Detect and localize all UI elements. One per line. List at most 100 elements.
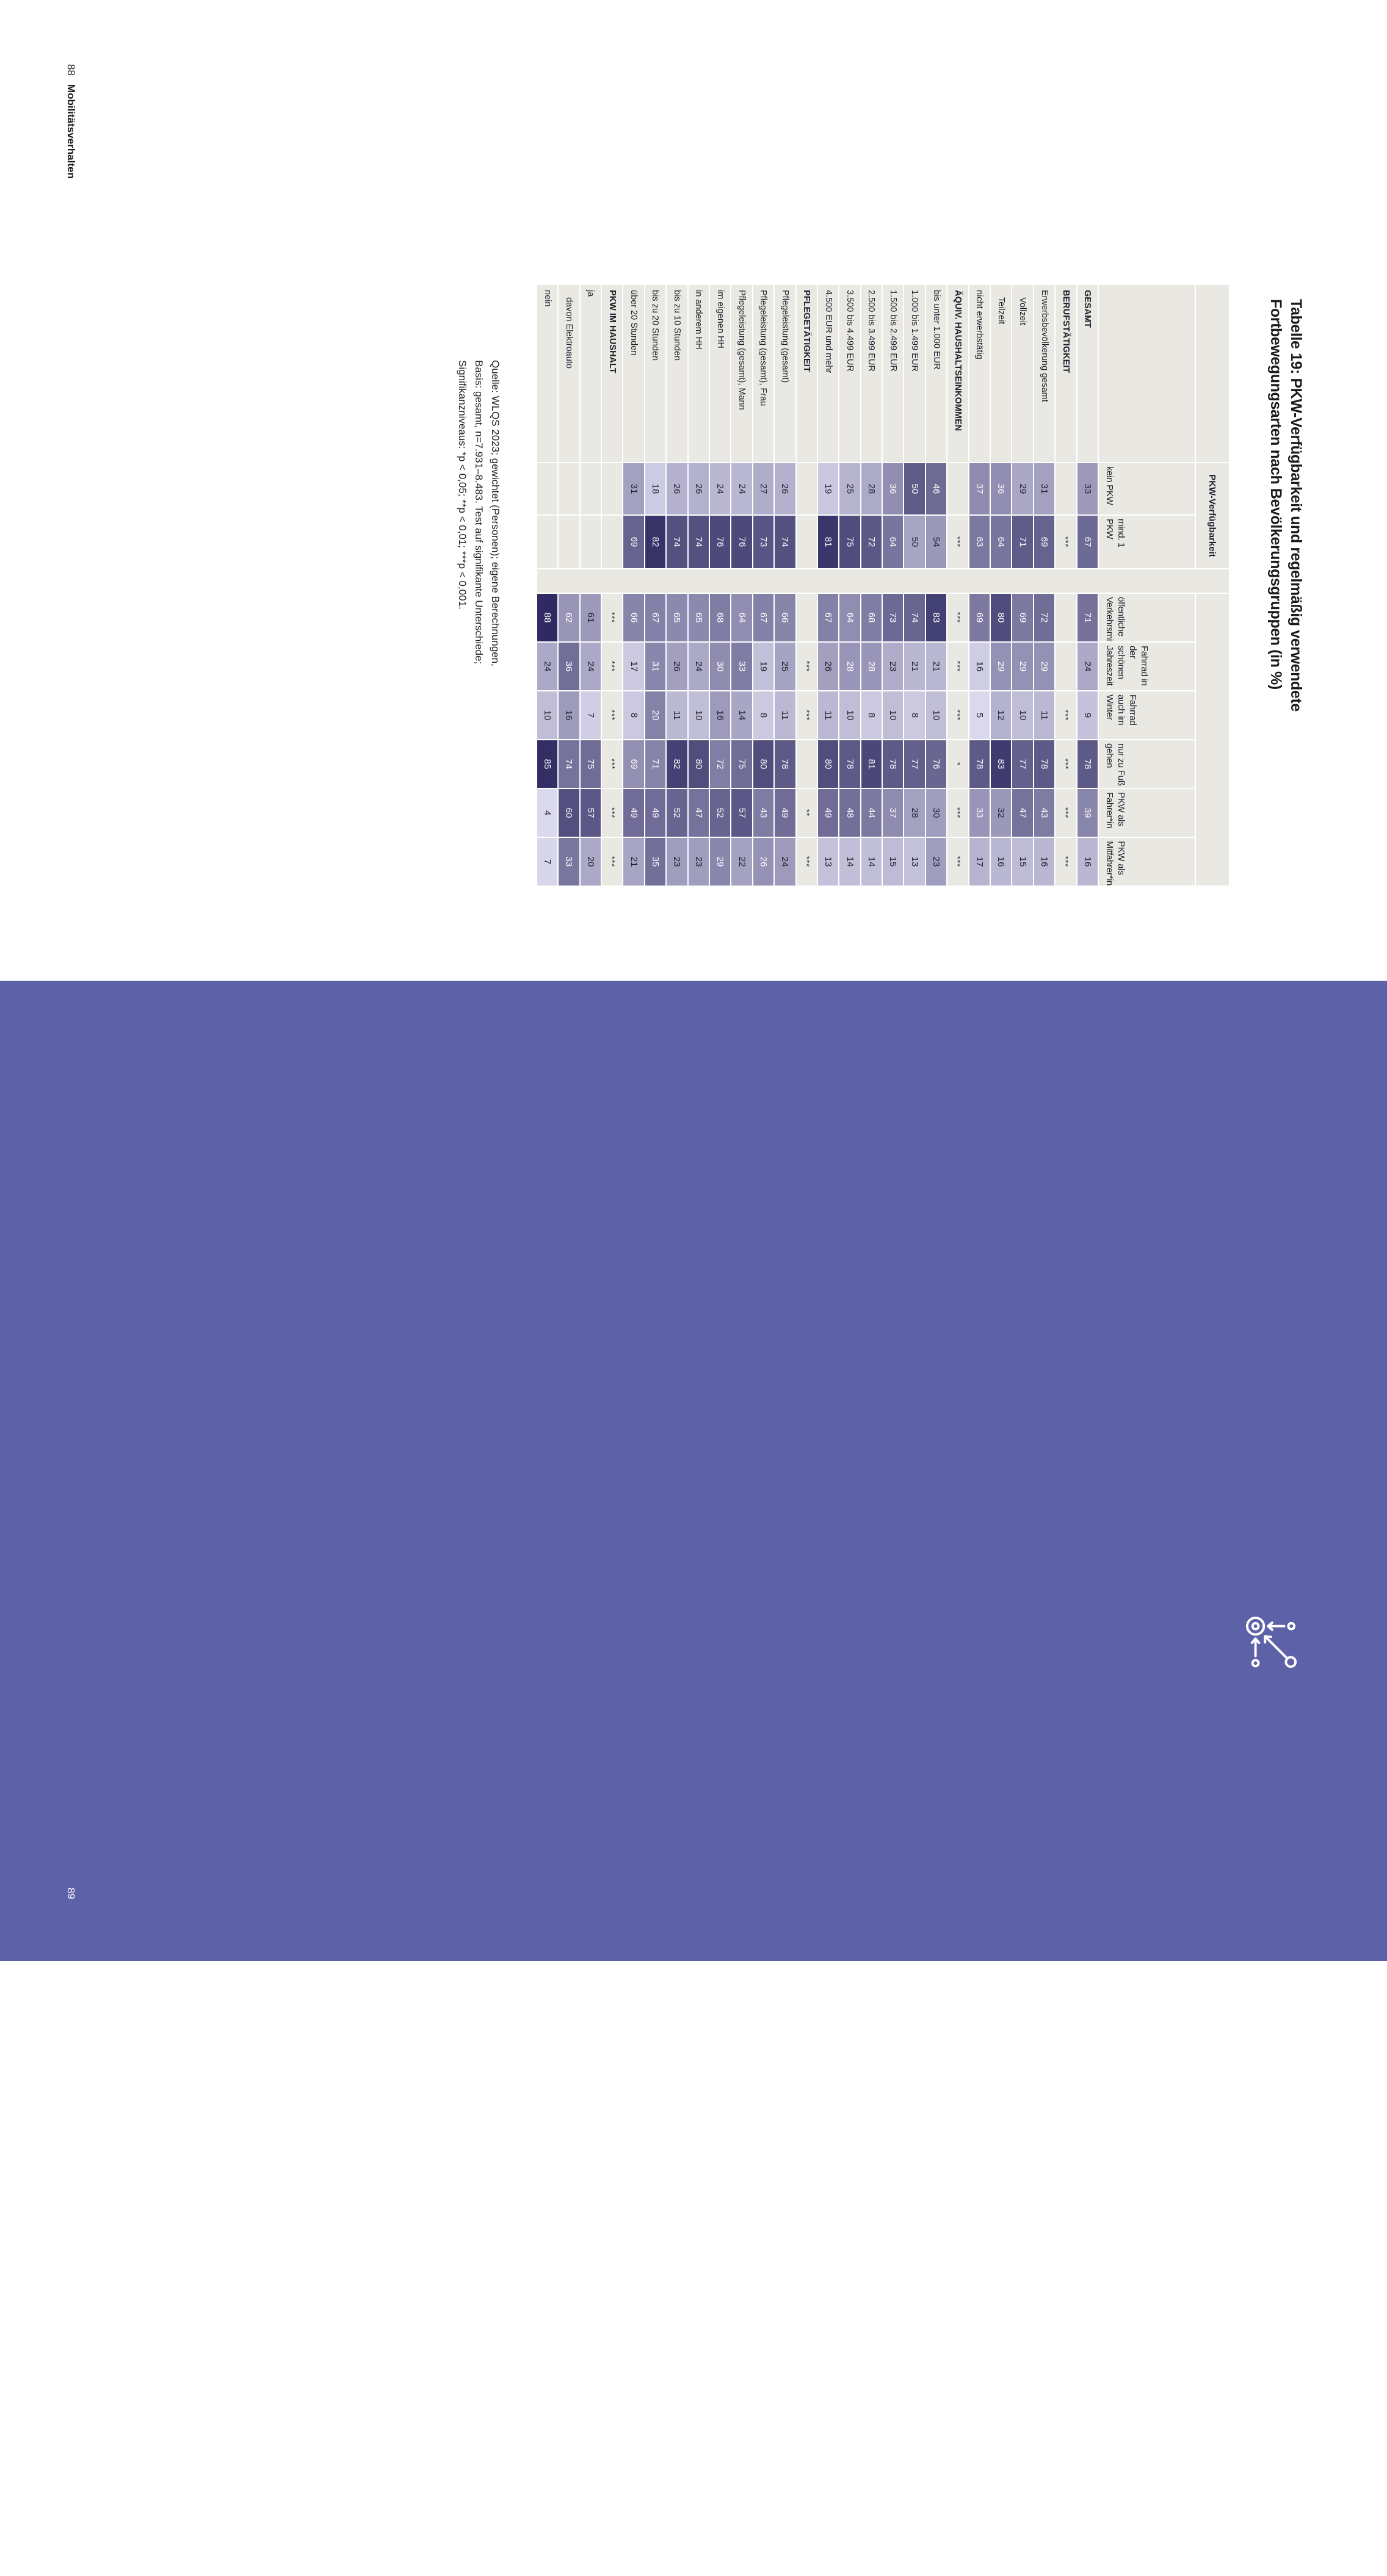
value-cell: 64 xyxy=(839,594,860,641)
page-89: Erklärungsfaktoren für das Mobilitätsver… xyxy=(0,981,1387,2576)
value-cell: 49 xyxy=(775,789,795,837)
value-cell: 61 xyxy=(580,594,601,641)
value-cell: 30 xyxy=(709,643,731,690)
value-cell: 24 xyxy=(731,463,752,514)
value-cell: 65 xyxy=(688,594,709,641)
significance-cell: *** xyxy=(602,691,623,739)
value-cell: 77 xyxy=(904,740,925,788)
value-cell: 71 xyxy=(1077,594,1098,641)
value-cell: 47 xyxy=(1012,789,1033,837)
row-label: im eigenen HH xyxy=(709,285,731,462)
empty-cell xyxy=(602,516,623,568)
value-cell: 28 xyxy=(861,463,882,514)
value-cell: 37 xyxy=(883,789,904,837)
empty-cell xyxy=(1056,643,1076,690)
value-cell: 15 xyxy=(1012,838,1033,886)
value-cell: 18 xyxy=(645,463,666,514)
column-header: PKW als Mitfahrer*in xyxy=(1099,838,1195,886)
value-cell: 78 xyxy=(839,740,860,788)
empty-cell xyxy=(796,594,817,641)
empty-cell xyxy=(537,463,558,514)
value-cell: 63 xyxy=(969,516,990,568)
value-cell: 16 xyxy=(969,643,990,690)
value-cell: 11 xyxy=(817,691,839,739)
value-cell: 24 xyxy=(709,463,731,514)
value-cell: 17 xyxy=(623,643,644,690)
value-cell: 66 xyxy=(623,594,644,641)
row-label: bis zu 10 Stunden xyxy=(667,285,687,462)
header-blank xyxy=(1196,594,1229,886)
value-cell: 24 xyxy=(580,643,601,690)
row-label: nein xyxy=(537,285,558,462)
row-label: davon Elektroauto xyxy=(559,285,579,462)
value-cell: 33 xyxy=(559,838,579,886)
value-cell: 88 xyxy=(537,594,558,641)
value-cell: 10 xyxy=(1012,691,1033,739)
value-cell: 54 xyxy=(925,516,947,568)
value-cell: 82 xyxy=(645,516,666,568)
significance-cell: *** xyxy=(796,691,817,739)
value-cell: 19 xyxy=(817,463,839,514)
heading-line-2: das Mobilitätsverhalten xyxy=(1259,2060,1289,2352)
value-cell: 80 xyxy=(991,594,1012,641)
value-cell: 29 xyxy=(991,643,1012,690)
column-header: mind. 1 PKW xyxy=(1099,516,1195,568)
value-cell: 13 xyxy=(817,838,839,886)
factors-target-arrows-icon xyxy=(1245,1615,1298,1669)
empty-cell xyxy=(1056,594,1076,641)
value-cell: 71 xyxy=(645,740,666,788)
value-cell: 74 xyxy=(559,740,579,788)
column-header: nur zu Fuß gehen xyxy=(1099,740,1195,788)
value-cell: 43 xyxy=(1034,789,1055,837)
paragraph: Während Bezirksunterschiede weniger kons… xyxy=(292,2060,388,2564)
table-source-note: Quelle: WLQS 2023; gewichtet (Personen);… xyxy=(454,360,504,666)
row-label: Pflegeleistung (gesamt) xyxy=(775,285,795,462)
value-cell: 67 xyxy=(1077,516,1098,568)
value-cell: 81 xyxy=(817,516,839,568)
value-cell: 71 xyxy=(1012,516,1033,568)
value-cell: 39 xyxy=(1077,789,1098,837)
row-label: Pflegeleistung (gesamt), Frau xyxy=(753,285,774,462)
value-cell: 31 xyxy=(623,463,644,514)
value-cell: 19 xyxy=(753,643,774,690)
row-label: nicht erwerbstätig xyxy=(969,285,990,462)
value-cell: 22 xyxy=(731,838,752,886)
value-cell: 49 xyxy=(817,789,839,837)
value-cell: 76 xyxy=(925,740,947,788)
value-cell: 85 xyxy=(537,740,558,788)
value-cell: 72 xyxy=(861,516,882,568)
significance-cell: *** xyxy=(1056,789,1076,837)
value-cell: 72 xyxy=(709,740,731,788)
value-cell: 25 xyxy=(775,643,795,690)
value-cell: 28 xyxy=(904,789,925,837)
value-cell: 52 xyxy=(709,789,731,837)
value-cell: 43 xyxy=(753,789,774,837)
empty-cell xyxy=(537,516,558,568)
value-cell: 16 xyxy=(1077,838,1098,886)
value-cell: 31 xyxy=(645,643,666,690)
value-cell: 26 xyxy=(667,643,687,690)
row-label: bis zu 20 Stunden xyxy=(645,285,666,462)
row-label: Pflegeleistung (gesamt), Mann xyxy=(731,285,752,462)
value-cell: 29 xyxy=(709,838,731,886)
value-cell: 74 xyxy=(688,516,709,568)
significance-cell: *** xyxy=(602,838,623,886)
significance-cell: *** xyxy=(947,691,968,739)
value-cell: 49 xyxy=(645,789,666,837)
value-cell: 73 xyxy=(753,516,774,568)
value-cell: 21 xyxy=(925,643,947,690)
value-cell: 28 xyxy=(861,643,882,690)
value-cell: 26 xyxy=(775,463,795,514)
row-label: Erwerbsbevölkerung gesamt xyxy=(1034,285,1055,462)
running-head: 88 Mobilitätsverhalten xyxy=(65,64,77,179)
source-line: Signifikanzniveaus: *p < 0,05; **p < 0,0… xyxy=(457,360,468,610)
value-cell: 83 xyxy=(991,740,1012,788)
source-line: Basis: gesamt, n=7.931–8.483. Test auf s… xyxy=(473,360,485,665)
value-cell: 7 xyxy=(580,691,601,739)
value-cell: 33 xyxy=(731,643,752,690)
value-cell: 69 xyxy=(623,740,644,788)
value-cell: 36 xyxy=(991,463,1012,514)
value-cell: 24 xyxy=(537,643,558,690)
value-cell: 29 xyxy=(1012,643,1033,690)
empty-cell xyxy=(559,463,579,514)
